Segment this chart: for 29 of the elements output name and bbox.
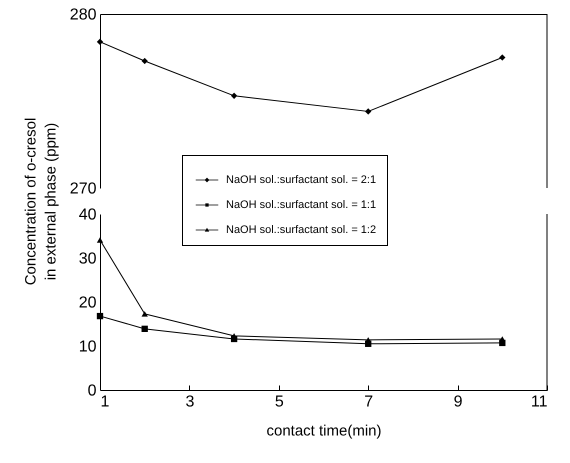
y-axis-title: Concentration of o-cresol in external phase (ppm) (22, 118, 60, 286)
x-axis-title: contact time(min) (266, 422, 382, 440)
y-tick-label: 10 (78, 338, 97, 356)
point (96, 312, 104, 320)
legend-label: NaOH sol.:surfactant sol. = 2:1 (226, 174, 376, 186)
point (96, 237, 104, 243)
point (230, 92, 238, 99)
point (499, 336, 506, 342)
point (365, 108, 372, 115)
x-tick-label: 9 (454, 394, 463, 410)
point (142, 326, 148, 332)
y-tick-label: 40 (78, 206, 97, 224)
point (96, 38, 104, 45)
y-tick-label: 30 (78, 250, 97, 268)
point (142, 311, 148, 317)
y-tick-label: 280 (70, 6, 97, 24)
point (499, 54, 506, 61)
y-tick-label: 270 (70, 180, 97, 198)
x-tick-label: 7 (364, 394, 374, 410)
point (365, 337, 372, 343)
y-tick-label: 0 (88, 382, 97, 400)
legend-label: NaOH sol.:surfactant sol. = 1:1 (226, 199, 376, 211)
x-tick-label: 5 (274, 394, 284, 410)
x-tick-label: 1 (100, 394, 110, 410)
point (142, 58, 148, 64)
x-tick-label: 3 (185, 394, 194, 410)
y-tick-label: 20 (78, 294, 97, 312)
x-tick-label: 11 (530, 394, 548, 410)
legend-label: NaOH sol.:surfactant sol. = 1:2 (226, 224, 376, 236)
